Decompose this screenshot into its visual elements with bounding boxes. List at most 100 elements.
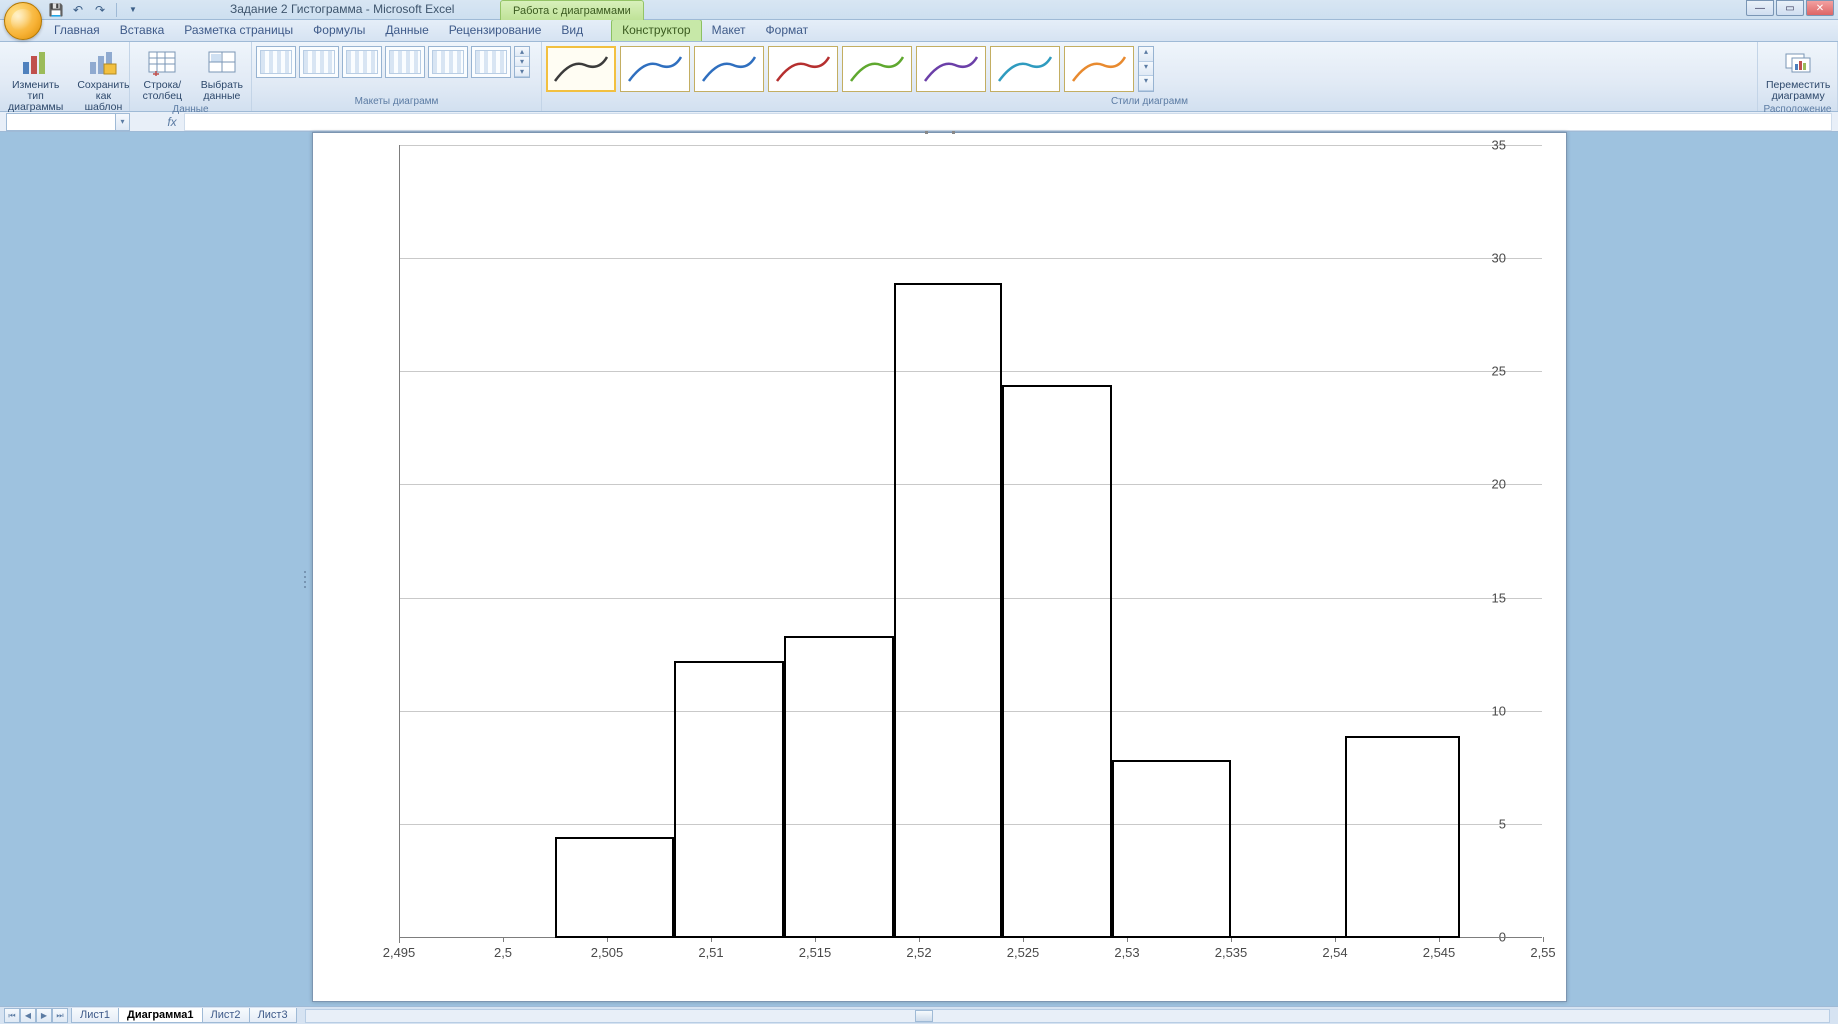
sheet-tab-Лист1[interactable]: Лист1 (71, 1008, 119, 1023)
gridline-h (399, 258, 1542, 259)
histogram-baseline (555, 936, 1460, 938)
chart-sheet[interactable]: 051015202530352,4952,52,5052,512,5152,52… (312, 132, 1567, 1002)
tab-home[interactable]: Главная (44, 20, 110, 41)
chart-layout-4[interactable] (385, 46, 425, 78)
chart-style-1[interactable] (546, 46, 616, 92)
switch-rc-icon (146, 46, 178, 78)
tab-review[interactable]: Рецензирование (439, 20, 552, 41)
sheet-nav-last[interactable]: ⏭ (52, 1008, 68, 1023)
x-tick-label: 2,55 (1530, 945, 1555, 960)
qat-separator (116, 3, 117, 17)
maximize-button[interactable]: ▭ (1776, 0, 1804, 16)
x-tick (503, 937, 504, 942)
chart-layout-6[interactable] (471, 46, 511, 78)
group-label-layouts: Макеты диаграмм (256, 96, 537, 111)
x-tick-label: 2,53 (1114, 945, 1139, 960)
undo-icon[interactable]: ↶ (70, 2, 86, 18)
sheet-nav-prev[interactable]: ◀ (20, 1008, 36, 1023)
chart-plot-area[interactable]: 051015202530352,4952,52,5052,512,5152,52… (363, 145, 1542, 971)
x-tick-label: 2,52 (906, 945, 931, 960)
histogram-bar-7[interactable] (1345, 736, 1459, 937)
histogram-bar-2[interactable] (784, 636, 894, 937)
formula-input[interactable] (184, 113, 1832, 131)
chart-style-6[interactable] (916, 46, 986, 92)
tab-format[interactable]: Формат (756, 20, 819, 41)
minimize-button[interactable]: ― (1746, 0, 1774, 16)
window-controls: ― ▭ ✕ (1744, 0, 1834, 16)
chart-style-8[interactable] (1064, 46, 1134, 92)
histogram-bar-4[interactable] (1002, 385, 1112, 937)
sheet-tab-Лист2[interactable]: Лист2 (202, 1008, 250, 1023)
y-tick-label: 25 (1476, 364, 1506, 379)
y-tick-label: 20 (1476, 477, 1506, 492)
chart-style-3[interactable] (694, 46, 764, 92)
group-label-styles: Стили диаграмм (546, 96, 1753, 111)
x-tick-label: 2,51 (698, 945, 723, 960)
formula-bar: ▾ fx (0, 112, 1838, 132)
chart-style-4[interactable] (768, 46, 838, 92)
fx-icon[interactable]: fx (160, 115, 184, 129)
histogram-bar-1[interactable] (674, 661, 784, 937)
tab-view[interactable]: Вид (551, 20, 593, 41)
move-chart-icon (1782, 46, 1814, 78)
workspace: 051015202530352,4952,52,5052,512,5152,52… (0, 132, 1838, 1006)
chart-layout-2[interactable] (299, 46, 339, 78)
name-box[interactable] (6, 113, 116, 131)
x-tick-label: 2,5 (494, 945, 512, 960)
select-data-button[interactable]: Выбрать данные (197, 44, 247, 104)
save-as-template-button[interactable]: Сохранить как шаблон (73, 44, 133, 115)
sheet-nav-next[interactable]: ▶ (36, 1008, 52, 1023)
tab-insert[interactable]: Вставка (110, 20, 175, 41)
ribbon-tabs: Главная Вставка Разметка страницы Формул… (0, 20, 1838, 42)
chart-selection-handle[interactable] (925, 131, 955, 135)
redo-icon[interactable]: ↷ (92, 2, 108, 18)
title-bar: 💾 ↶ ↷ ▼ Задание 2 Гистограмма - Microsof… (0, 0, 1838, 20)
chart-layout-5[interactable] (428, 46, 468, 78)
close-button[interactable]: ✕ (1806, 0, 1834, 16)
layouts-scroll[interactable]: ▴▾▾ (514, 46, 530, 78)
chart-type-icon (20, 46, 52, 78)
tab-formulas[interactable]: Формулы (303, 20, 375, 41)
tab-design[interactable]: Конструктор (611, 19, 701, 41)
save-icon[interactable]: 💾 (48, 2, 64, 18)
x-tick-label: 2,495 (383, 945, 416, 960)
histogram-bar-0[interactable] (555, 837, 674, 937)
change-chart-type-button[interactable]: Изменить тип диаграммы (4, 44, 67, 115)
gridline-h (399, 145, 1542, 146)
y-tick-label: 15 (1476, 590, 1506, 605)
sheet-nav-first[interactable]: ⏮ (4, 1008, 20, 1023)
move-chart-button[interactable]: Переместить диаграмму (1762, 44, 1834, 104)
sheet-tab-bar: ⏮ ◀ ▶ ⏭ Лист1Диаграмма1Лист2Лист3 (0, 1006, 1838, 1024)
histogram-bar-3[interactable] (894, 283, 1002, 937)
template-icon (87, 46, 119, 78)
histogram-bar-5[interactable] (1112, 760, 1231, 937)
y-axis (399, 145, 400, 943)
context-tab-header: Работа с диаграммами (500, 0, 644, 20)
chart-style-7[interactable] (990, 46, 1060, 92)
scrollbar-thumb[interactable] (915, 1010, 933, 1022)
tab-pagelayout[interactable]: Разметка страницы (174, 20, 303, 41)
qat-dropdown-icon[interactable]: ▼ (125, 2, 141, 18)
name-box-dropdown[interactable]: ▾ (116, 113, 130, 131)
y-tick-label: 35 (1476, 138, 1506, 153)
chart-layout-3[interactable] (342, 46, 382, 78)
styles-scroll[interactable]: ▴▾▾ (1138, 46, 1154, 92)
horizontal-scrollbar[interactable] (305, 1009, 1830, 1023)
chart-style-5[interactable] (842, 46, 912, 92)
tab-data[interactable]: Данные (375, 20, 438, 41)
office-button[interactable] (4, 2, 42, 40)
x-tick (1543, 937, 1544, 942)
y-tick-label: 10 (1476, 703, 1506, 718)
quick-access-toolbar: 💾 ↶ ↷ ▼ (48, 2, 141, 18)
sheet-tab-Лист3[interactable]: Лист3 (249, 1008, 297, 1023)
x-tick-label: 2,545 (1423, 945, 1456, 960)
sheet-tab-Диаграмма1[interactable]: Диаграмма1 (118, 1008, 203, 1023)
chart-layout-1[interactable] (256, 46, 296, 78)
chart-style-2[interactable] (620, 46, 690, 92)
tab-layout[interactable]: Макет (702, 20, 756, 41)
x-tick (399, 937, 400, 942)
switch-row-column-button[interactable]: Строка/столбец (134, 44, 191, 104)
splitter-left[interactable] (304, 569, 308, 589)
y-tick-label: 30 (1476, 251, 1506, 266)
x-tick-label: 2,505 (591, 945, 624, 960)
